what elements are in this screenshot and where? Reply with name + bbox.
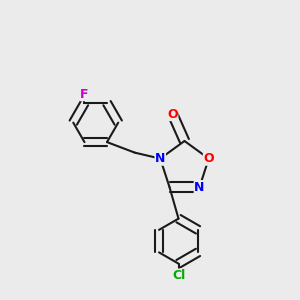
Text: N: N xyxy=(155,152,165,165)
Text: F: F xyxy=(80,88,89,100)
Text: Cl: Cl xyxy=(172,269,185,282)
Text: N: N xyxy=(194,181,205,194)
Text: O: O xyxy=(203,152,214,165)
Text: O: O xyxy=(167,107,178,121)
